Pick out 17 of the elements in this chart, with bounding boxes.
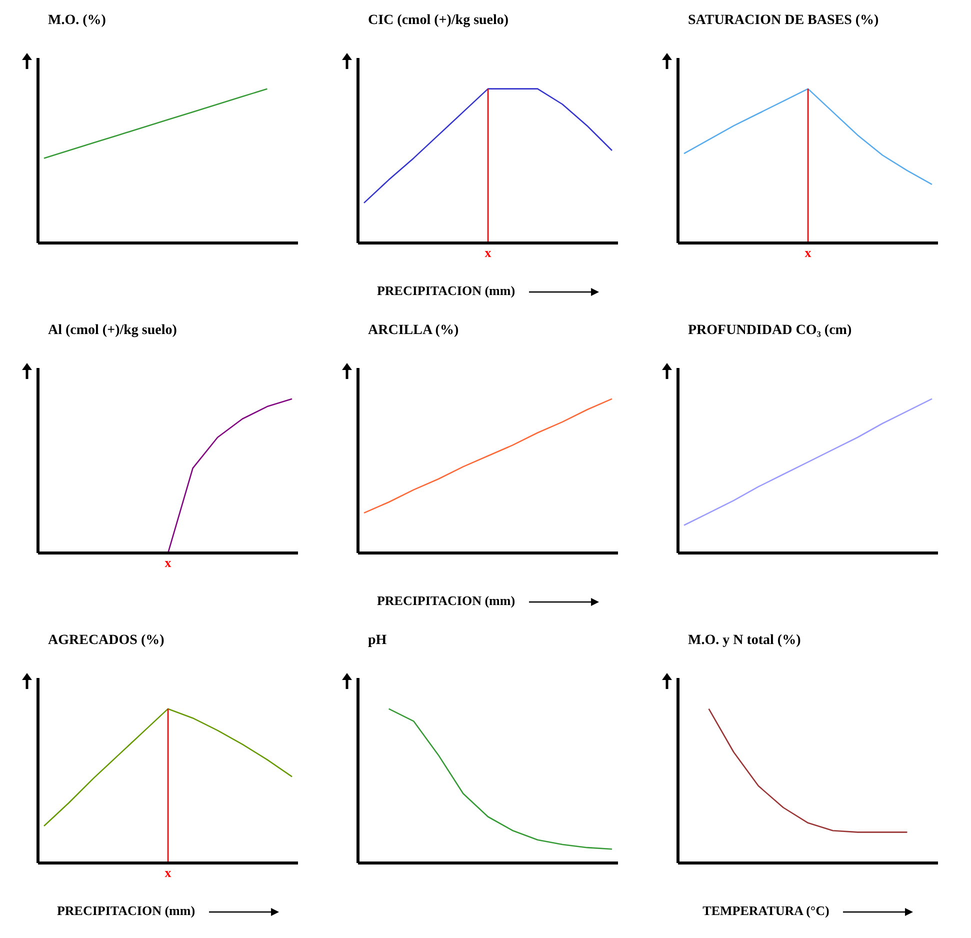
text: x (164, 865, 172, 880)
text: x (484, 245, 492, 260)
x-axis-title: TEMPERATURA (°C) (702, 903, 830, 918)
chart-title: pH (368, 633, 388, 650)
x-axis-title: PRECIPITACION (mm) (376, 593, 516, 608)
chart-title: M.O. (%) (48, 13, 107, 30)
chart-title: SATURACION DE BASES (%) (688, 13, 880, 30)
chart-title: PROFUNDIDAD CO₃ (cm) (688, 323, 853, 340)
text: x (804, 245, 812, 260)
chart-title: CIC (cmol (+)/kg suelo) (368, 13, 510, 30)
text: x (164, 555, 172, 570)
x-axis-title: PRECIPITACION (mm) (376, 283, 516, 298)
chart-title: AGRECADOS (%) (48, 633, 166, 650)
x-axis-title: PRECIPITACION (mm) (56, 903, 196, 918)
chart-title: ARCILLA (%) (368, 323, 460, 340)
chart-title: M.O. y N total (%) (688, 633, 802, 650)
chart-title: Al (cmol (+)/kg suelo) (48, 323, 178, 340)
